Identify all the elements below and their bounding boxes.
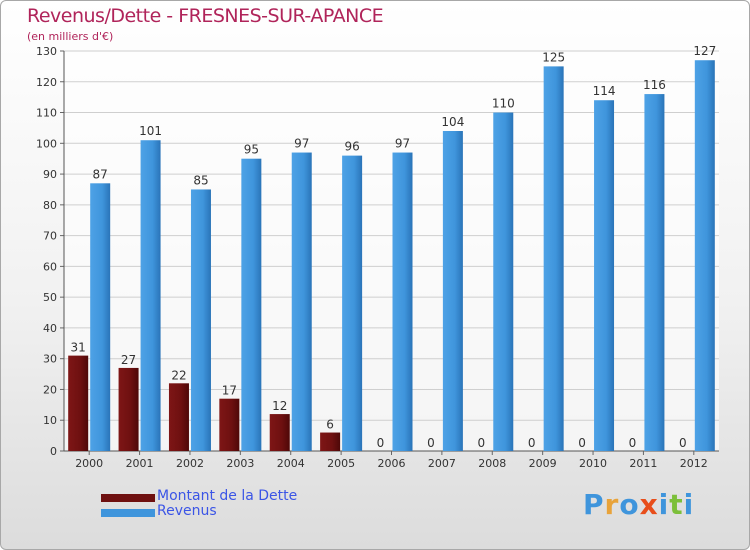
- data-label-debt: 22: [171, 368, 186, 382]
- data-label-revenus: 97: [294, 137, 309, 151]
- y-tick-label: 80: [43, 199, 57, 212]
- data-label-debt: 17: [222, 384, 237, 398]
- bar-revenus: [241, 158, 262, 451]
- data-label-debt: 12: [272, 399, 287, 413]
- data-label-debt: 0: [629, 436, 637, 450]
- bar-debt: [320, 432, 341, 451]
- x-tick-label: 2003: [226, 457, 254, 470]
- data-label-debt: 0: [427, 436, 435, 450]
- x-tick-label: 2004: [277, 457, 305, 470]
- y-tick-label: 100: [36, 137, 57, 150]
- y-tick-label: 70: [43, 230, 57, 243]
- data-label-debt: 0: [377, 436, 385, 450]
- data-label-revenus: 97: [395, 137, 410, 151]
- x-tick-label: 2005: [327, 457, 355, 470]
- bar-revenus: [291, 152, 312, 452]
- y-tick-label: 120: [36, 76, 57, 89]
- x-tick-label: 2002: [176, 457, 204, 470]
- y-tick-label: 20: [43, 383, 57, 396]
- x-tick-label: 2006: [378, 457, 406, 470]
- data-label-revenus: 95: [244, 143, 259, 157]
- bar-revenus: [694, 60, 715, 451]
- bar-debt: [118, 367, 139, 451]
- data-label-revenus: 85: [193, 173, 208, 187]
- bar-debt: [219, 398, 240, 451]
- data-label-debt: 0: [578, 436, 586, 450]
- data-label-debt: 0: [679, 436, 687, 450]
- bar-revenus: [190, 189, 211, 451]
- plot-area: [64, 51, 719, 451]
- y-tick-label: 30: [43, 353, 57, 366]
- legend-swatch-debt: [101, 494, 155, 502]
- data-label-revenus: 110: [492, 97, 515, 111]
- x-tick-label: 2007: [428, 457, 456, 470]
- legend-label-debt: Montant de la Dette: [157, 488, 298, 504]
- bar-revenus: [90, 183, 111, 452]
- data-label-debt: 6: [326, 418, 334, 432]
- y-tick-label: 60: [43, 260, 57, 273]
- legend-swatch-revenus: [101, 509, 155, 517]
- data-label-revenus: 125: [542, 50, 565, 64]
- x-tick-label: 2001: [126, 457, 154, 470]
- proxiti-logo: Proxiti: [583, 488, 695, 521]
- x-tick-label: 2009: [529, 457, 557, 470]
- data-label-debt: 0: [528, 436, 536, 450]
- x-tick-label: 2011: [629, 457, 657, 470]
- bar-revenus: [140, 140, 161, 451]
- bar-revenus: [644, 94, 665, 452]
- bar-revenus: [442, 131, 463, 451]
- bar-revenus: [594, 100, 615, 451]
- chart-subtitle: (en milliers d'€): [27, 30, 114, 43]
- chart-title: Revenus/Dette - FRESNES-SUR-APANCE: [27, 5, 384, 27]
- data-label-revenus: 127: [693, 44, 716, 58]
- x-tick-label: 2000: [75, 457, 103, 470]
- x-tick-label: 2012: [680, 457, 708, 470]
- y-tick-label: 50: [43, 291, 57, 304]
- legend-label-revenus: Revenus: [157, 503, 217, 519]
- bar-debt: [269, 414, 290, 451]
- y-tick-label: 0: [50, 445, 57, 458]
- data-label-debt: 0: [477, 436, 485, 450]
- data-label-revenus: 104: [441, 115, 464, 129]
- y-tick-label: 130: [36, 45, 57, 58]
- data-label-revenus: 87: [93, 167, 108, 181]
- data-label-debt: 31: [71, 341, 86, 355]
- bar-revenus: [543, 66, 564, 451]
- y-tick-label: 90: [43, 168, 57, 181]
- bar-revenus: [342, 155, 363, 451]
- data-label-revenus: 96: [344, 140, 359, 154]
- data-label-revenus: 101: [139, 124, 162, 138]
- data-label-debt: 27: [121, 353, 136, 367]
- x-tick-label: 2008: [478, 457, 506, 470]
- data-label-revenus: 116: [643, 78, 666, 92]
- y-tick-label: 10: [43, 414, 57, 427]
- y-tick-label: 110: [36, 107, 57, 120]
- bar-debt: [168, 383, 189, 451]
- x-tick-label: 2010: [579, 457, 607, 470]
- bar-revenus: [493, 112, 514, 452]
- bar-debt: [68, 355, 89, 451]
- y-tick-label: 40: [43, 322, 57, 335]
- data-label-revenus: 114: [593, 84, 616, 98]
- bar-revenus: [392, 152, 413, 452]
